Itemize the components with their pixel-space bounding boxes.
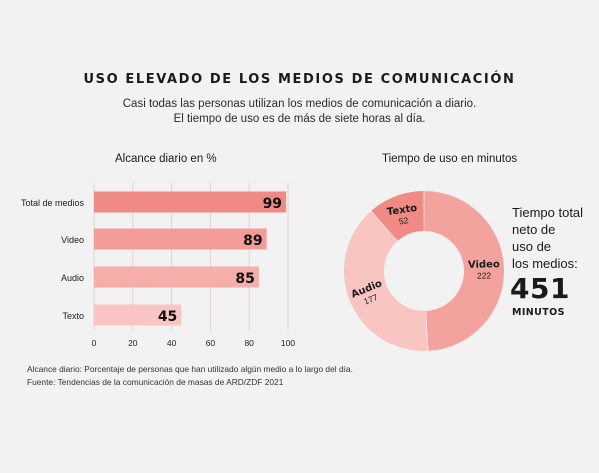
footnote: Alcance diario: Porcentaje de personas q… [27,363,353,388]
bar [94,228,267,250]
category-label: Video [61,235,84,245]
footnote-definition: Alcance diario: Porcentaje de personas q… [27,364,353,374]
x-tick-label: 20 [128,338,138,348]
donut-slice [424,191,505,351]
net-time-label-line-3: uso de [512,239,552,254]
donut-slice-name: Texto [386,203,418,218]
bar [94,266,259,288]
category-label: Total de medios [21,198,85,208]
net-time-label: Tiempo total neto de uso de los medios: [512,204,583,272]
donut-chart-title: Tiempo de uso en minutos [382,153,518,165]
bar [94,304,182,326]
x-tick-label: 0 [92,338,97,348]
category-label: Audio [61,273,84,283]
bar-chart-title: Alcance diario en % [115,153,217,165]
x-tick-label: 100 [281,338,295,348]
donut-slice [344,211,428,352]
footnote-source: Fuente: Tendencias de la comunicación de… [27,376,284,387]
x-tick-label: 60 [206,338,216,348]
donut-slice [371,191,424,241]
donut-slice-value: 222 [477,270,492,280]
bar-value-label: 45 [158,309,177,325]
net-time-label-line-1: Tiempo total [512,205,584,220]
subtitle-line-2: El tiempo de uso es de más de siete hora… [173,113,426,125]
bar [94,191,287,213]
net-time-label-line-2: neto de [512,222,556,237]
x-tick-label: 80 [244,338,254,348]
donut-slice-value: 52 [398,215,409,226]
category-label: Texto [62,311,84,321]
net-time-value: 451 [510,272,570,305]
x-tick-label: 40 [167,338,177,348]
bar-value-label: 85 [235,271,254,287]
net-time-label-line-4: los medios: [512,256,578,271]
page-title: USO ELEVADO DE LOS MEDIOS DE COMUNICACIÓ… [83,72,516,87]
net-time-unit: MINUTOS [512,307,565,318]
bar-value-label: 89 [243,233,262,249]
subtitle-line-1: Casi todas las personas utilizan los med… [122,98,477,110]
page-subtitle: Casi todas las personas utilizan los med… [0,97,599,127]
donut-slice-name: Video [468,259,500,271]
bar-value-label: 99 [263,196,282,212]
